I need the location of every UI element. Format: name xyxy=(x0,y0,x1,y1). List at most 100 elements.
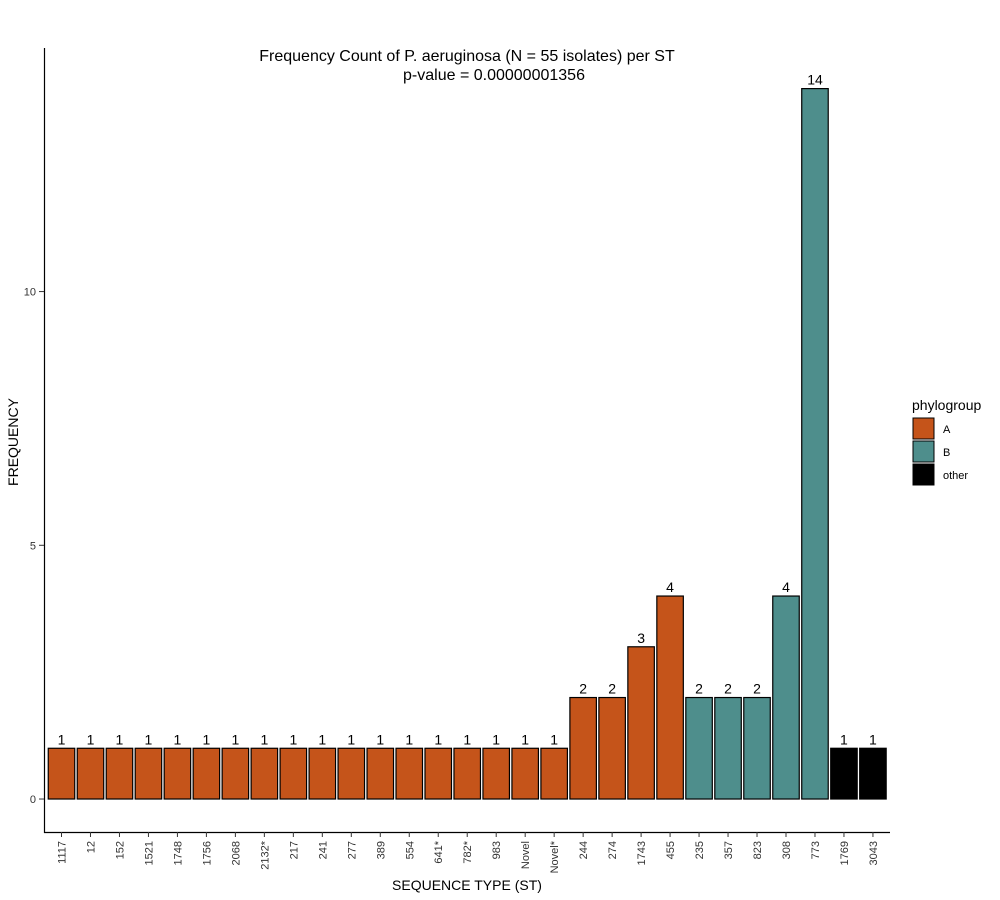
data-label-357: 2 xyxy=(724,681,732,697)
x-tick-label-308: 308 xyxy=(781,841,793,859)
x-tick-label-641*: 641* xyxy=(433,840,445,863)
x-tick-label-217: 217 xyxy=(288,841,300,859)
data-label-235: 2 xyxy=(695,681,703,697)
x-tick-label-277: 277 xyxy=(346,841,358,859)
data-label-308: 4 xyxy=(782,579,790,595)
bar-217 xyxy=(279,747,308,800)
x-tick-label-1117: 1117 xyxy=(57,841,69,864)
y-ticks-layer: 0 5 10 xyxy=(24,287,44,806)
bars-layer xyxy=(47,87,887,800)
bar-12 xyxy=(76,747,105,800)
legend-label-other: other xyxy=(943,470,968,482)
chart-subtitle: p-value = 0.00000001356 xyxy=(403,67,585,84)
x-tick-label-455: 455 xyxy=(665,841,677,859)
x-tick-label-1756: 1756 xyxy=(201,841,213,865)
legend-swatch-B xyxy=(912,440,935,463)
bar-1743 xyxy=(627,646,655,800)
bar-152 xyxy=(105,747,134,800)
data-labels-layer: 1 1 1 1 1 1 1 1 1 1 1 1 1 1 1 1 1 1 2 2 3 4 2 2 2 4 14 1 1 xyxy=(58,72,877,748)
data-label-244: 2 xyxy=(579,681,587,697)
x-tick-label-Novel: Novel xyxy=(520,841,532,869)
data-label-Novel: 1 xyxy=(521,731,529,747)
y-tick-label-0: 0 xyxy=(30,794,36,806)
data-label-1743: 3 xyxy=(637,630,645,646)
bar-308 xyxy=(772,595,800,800)
bar-823 xyxy=(743,696,771,800)
legend-label-B: B xyxy=(943,447,950,459)
bar-1117 xyxy=(47,747,76,800)
bar-983 xyxy=(482,747,511,800)
data-label-Novel*: 1 xyxy=(550,731,558,747)
bar-2068 xyxy=(221,747,250,800)
bar-1748 xyxy=(163,747,192,800)
x-tick-label-241: 241 xyxy=(317,841,329,859)
x-tick-label-1743: 1743 xyxy=(636,841,648,865)
data-label-1117: 1 xyxy=(58,731,66,747)
x-tick-label-244: 244 xyxy=(578,841,590,859)
bar-1756 xyxy=(192,747,221,800)
x-ticks-layer: 1117 12 152 1521 1748 1756 2068 2132* 217 241 277 3… xyxy=(57,832,880,873)
x-tick-label-3043: 3043 xyxy=(868,841,880,865)
bar-2132* xyxy=(250,747,279,800)
legend-swatch-other xyxy=(912,463,935,486)
x-tick-label-357: 357 xyxy=(723,841,735,859)
x-tick-label-235: 235 xyxy=(694,841,706,859)
bar-Novel xyxy=(511,747,540,800)
data-label-641*: 1 xyxy=(434,731,442,747)
data-label-241: 1 xyxy=(318,731,326,747)
bar-455 xyxy=(656,595,684,800)
chart-title: Frequency Count of P. aeruginosa (N = 55… xyxy=(259,48,675,65)
data-label-217: 1 xyxy=(289,731,297,747)
data-label-1756: 1 xyxy=(203,731,211,747)
data-label-274: 2 xyxy=(608,681,616,697)
data-label-782*: 1 xyxy=(463,731,471,747)
x-tick-label-2068: 2068 xyxy=(230,841,242,865)
data-label-1769: 1 xyxy=(840,731,848,747)
bar-244 xyxy=(569,696,597,800)
x-tick-label-1521: 1521 xyxy=(143,841,155,865)
x-tick-label-823: 823 xyxy=(752,841,764,859)
x-tick-label-Novel*: Novel* xyxy=(549,840,561,873)
x-tick-label-1748: 1748 xyxy=(172,841,184,865)
bar-235 xyxy=(685,696,713,800)
data-label-1521: 1 xyxy=(145,731,153,747)
legend-label-A: A xyxy=(943,424,951,436)
data-label-455: 4 xyxy=(666,579,674,595)
bar-Novel* xyxy=(540,747,569,800)
bar-277 xyxy=(337,747,366,800)
data-label-389: 1 xyxy=(376,731,384,747)
x-tick-label-2132*: 2132* xyxy=(259,840,271,869)
bar-274 xyxy=(598,696,626,800)
x-tick-label-773: 773 xyxy=(810,841,822,859)
data-label-3043: 1 xyxy=(869,731,877,747)
data-label-2132*: 1 xyxy=(260,731,268,747)
bar-3043 xyxy=(859,747,887,800)
bar-241 xyxy=(308,747,337,800)
legend-title: phylogroup xyxy=(912,397,981,413)
bar-773 xyxy=(801,87,829,800)
x-tick-label-983: 983 xyxy=(491,841,503,859)
y-tick-label-10: 10 xyxy=(24,287,36,299)
bar-782* xyxy=(453,747,482,800)
bar-1521 xyxy=(134,747,163,800)
bar-389 xyxy=(366,747,395,800)
data-label-554: 1 xyxy=(405,731,413,747)
bar-641* xyxy=(424,747,453,800)
y-axis-title: FREQUENCY xyxy=(5,397,21,486)
data-label-983: 1 xyxy=(492,731,500,747)
x-tick-label-152: 152 xyxy=(114,841,126,859)
x-tick-label-389: 389 xyxy=(375,841,387,859)
x-tick-label-782*: 782* xyxy=(462,840,474,863)
bar-357 xyxy=(714,696,742,800)
data-label-773: 14 xyxy=(807,72,823,88)
x-tick-label-274: 274 xyxy=(607,841,619,859)
legend-swatch-A xyxy=(912,417,935,440)
data-label-152: 1 xyxy=(116,731,124,747)
x-tick-label-12: 12 xyxy=(85,841,97,853)
y-tick-label-5: 5 xyxy=(30,540,36,552)
bar-554 xyxy=(395,747,424,800)
bar-1769 xyxy=(830,747,858,800)
data-label-1748: 1 xyxy=(174,731,182,747)
